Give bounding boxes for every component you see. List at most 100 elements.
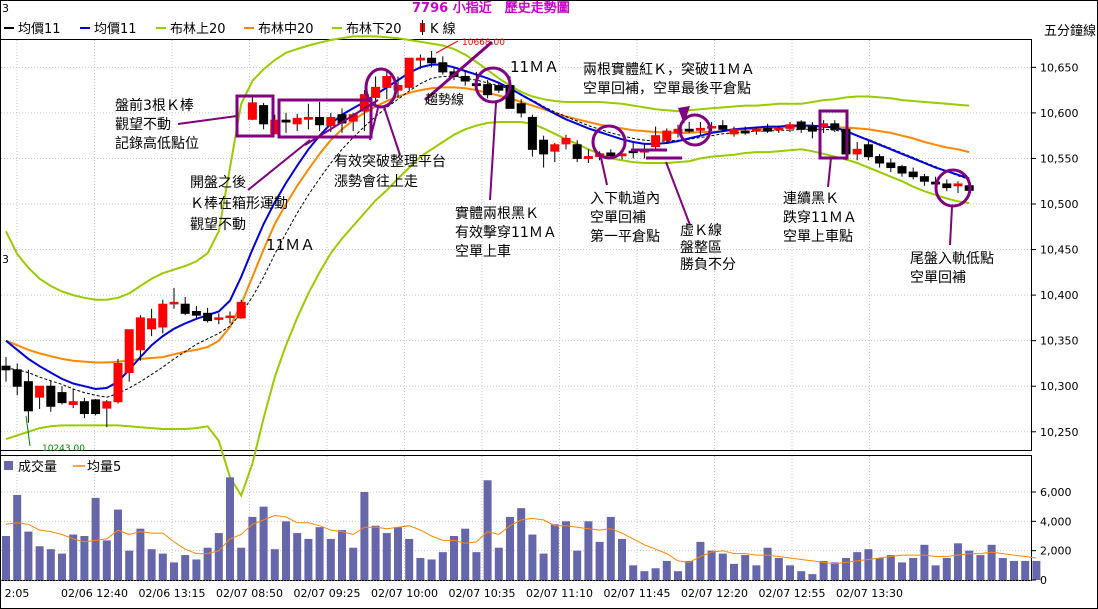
candle-body	[774, 127, 784, 131]
price-tick-label: 10,550	[1040, 152, 1079, 165]
volume-bar	[584, 521, 593, 580]
candle-body	[225, 315, 235, 319]
candle	[247, 96, 257, 121]
candle-body	[785, 124, 795, 129]
legend-item[interactable]: 布林中20	[244, 22, 314, 37]
low-label: 10243.00	[42, 444, 85, 454]
volume-bar	[506, 516, 514, 580]
volume-bar	[158, 553, 167, 580]
volume-bar	[786, 565, 794, 580]
volume-bar	[483, 480, 492, 580]
volume-bar	[853, 552, 862, 580]
volume-bar	[1032, 560, 1041, 580]
volume-legend-item[interactable]: 成交量	[4, 459, 57, 475]
panel-label: 3	[2, 253, 9, 266]
candle-body	[79, 401, 89, 415]
volume-bar	[998, 558, 1007, 580]
volume-bar	[875, 558, 884, 580]
candle	[124, 329, 134, 382]
candle-body	[483, 84, 493, 96]
volume-bar	[203, 547, 212, 580]
candle	[371, 76, 381, 104]
volume-bar	[886, 555, 895, 580]
candle	[35, 385, 45, 409]
x-tick-label: 02/06 13:15	[139, 587, 206, 600]
volume-bars	[2, 477, 1041, 580]
series-line-1	[5, 63, 970, 391]
volume-tick-label: 0	[1040, 574, 1047, 587]
volume-bar	[46, 549, 55, 580]
volume-bar	[427, 559, 436, 580]
grid	[1, 40, 1031, 581]
legend-item[interactable]: K 線	[420, 20, 456, 37]
box-range	[277, 98, 373, 139]
candle-body	[382, 75, 392, 88]
note-black-entry: 連續黑Ｋ 跌穿11ＭＡ 空單上車點	[783, 191, 861, 245]
series-line-4	[5, 121, 970, 498]
volume-legend[interactable]: 成交量 均量5	[4, 459, 121, 475]
volume-bar	[550, 524, 559, 580]
volume-legend-label: 均量5	[87, 460, 121, 475]
candle-body	[57, 392, 67, 404]
candle-body	[393, 85, 403, 91]
candle	[852, 142, 862, 161]
candle	[460, 70, 470, 86]
volume-bar	[696, 541, 705, 580]
volume-bar	[674, 571, 682, 580]
volume-bar	[24, 531, 33, 580]
legend-item[interactable]: 均價11	[80, 22, 137, 37]
candle	[886, 158, 896, 173]
volume-bar	[539, 553, 548, 580]
x-tick-label: 02/06 12:40	[61, 587, 128, 600]
candle	[494, 82, 504, 93]
price-legend[interactable]: 均價11 均價11 布林上20 布林中20 布林下20 K 線	[4, 20, 456, 37]
circle-lower-band	[591, 124, 627, 160]
candle-body	[180, 303, 190, 314]
legend-item[interactable]: 布林下20	[332, 22, 402, 37]
x-tick-label: 02/07 10:00	[371, 587, 438, 600]
volume-bar	[69, 534, 78, 580]
legend-label: 均價11	[18, 22, 61, 37]
annotation-texts: 盤前3根Ｋ棒 觀望不動 記錄高低點位 開盤之後 Ｋ棒在箱形運動 觀望不動 11Ｍ…	[115, 58, 994, 286]
candle-body	[606, 152, 616, 157]
volume-bar	[976, 555, 985, 580]
legend-item[interactable]: 布林上20	[156, 22, 226, 37]
candle	[550, 142, 560, 163]
candle-body	[751, 128, 761, 132]
candle	[830, 120, 840, 133]
price-tick-label: 10,300	[1040, 380, 1079, 393]
note-first-cover: 入下軌道內 空單回補 第一平倉點	[590, 191, 664, 245]
candle	[751, 127, 761, 135]
candle-body	[35, 385, 45, 398]
legend-item[interactable]: 均價11	[4, 22, 61, 37]
candle-body	[91, 399, 101, 415]
candle	[785, 122, 795, 133]
candle	[203, 307, 213, 323]
volume-bar	[494, 547, 503, 580]
candle-body	[852, 148, 862, 155]
candle	[214, 313, 224, 325]
candle	[113, 358, 123, 404]
volume-bar	[819, 560, 828, 580]
candle	[281, 112, 291, 133]
volume-legend-item[interactable]: 均量5	[73, 460, 121, 475]
volume-bar	[461, 528, 470, 580]
volume-bar	[931, 565, 940, 580]
volume-bar	[562, 521, 570, 580]
candle	[583, 149, 593, 163]
candle-body	[527, 116, 537, 150]
x-tick-label: 2:05	[5, 587, 30, 600]
volume-bar	[13, 494, 22, 580]
volume-bar	[808, 574, 817, 580]
volume-bar	[618, 538, 626, 580]
volume-bar	[965, 550, 974, 580]
candle-body	[460, 75, 470, 82]
candle-body	[124, 329, 134, 374]
candle	[561, 134, 571, 150]
candle	[651, 126, 661, 150]
candle-body	[707, 126, 717, 129]
volume-bar	[898, 562, 906, 580]
candle-body	[953, 183, 963, 187]
candle	[438, 56, 448, 75]
volume-bar	[718, 553, 727, 580]
